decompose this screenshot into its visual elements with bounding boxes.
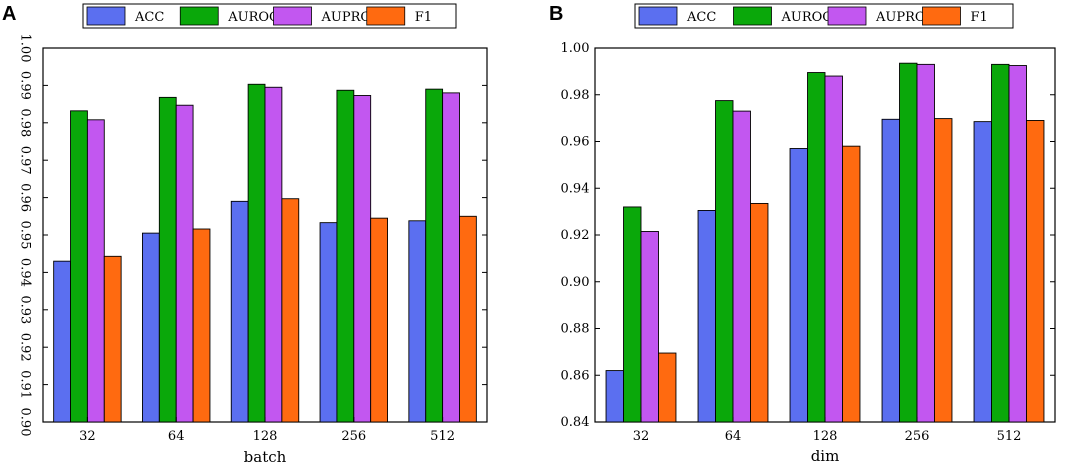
bar-f1-32 [103,255,122,423]
bar-auroc-256 [336,89,355,423]
bar-acc-32 [53,260,71,423]
y-tick-label: 0.88 [561,322,590,337]
bar-auprc-512 [1008,65,1027,423]
bar-acc-64 [142,232,160,423]
legend-swatch-auroc [733,6,772,26]
y-tick-label: 0.84 [561,415,590,430]
y-tick-label: 0.92 [18,333,33,362]
bar-f1-128 [281,198,300,423]
bar-acc-512 [973,121,992,423]
legend-swatch-auprc [273,6,312,26]
y-tick-label: 0.86 [561,368,590,383]
bar-auprc-64 [175,104,194,423]
bar-f1-128 [842,145,861,423]
legend-label-acc: ACC [686,10,716,25]
panel-letter: B [549,3,563,25]
x-tick-label: 128 [813,429,838,444]
bar-f1-64 [192,228,211,423]
legend-swatch-acc [638,6,678,26]
y-tick-label: 0.98 [18,108,33,137]
bar-f1-64 [750,202,769,423]
y-tick-label: 0.90 [18,408,33,437]
legend-swatch-acc [86,6,126,26]
y-tick-label: 0.95 [18,221,33,250]
x-tick-label: 512 [997,429,1022,444]
bar-acc-32 [605,370,624,423]
bar-auroc-256 [899,62,918,423]
bar-auprc-128 [264,86,283,423]
y-tick-label: 0.90 [561,275,590,290]
legend-swatch-f1 [922,6,961,26]
bar-auprc-128 [824,75,843,423]
bar-auroc-32 [70,110,88,423]
bar-auprc-32 [86,119,105,423]
bar-acc-128 [789,148,808,423]
x-tick-label: 64 [168,429,185,444]
bar-auroc-512 [991,63,1010,423]
bar-auprc-512 [442,92,460,423]
bar-f1-32 [658,352,677,423]
legend-swatch-auprc [827,6,867,26]
bar-auroc-64 [158,96,177,423]
x-tick-label: 64 [725,429,742,444]
bar-auprc-256 [916,63,935,423]
legend-label-auroc: AUROC [227,10,279,25]
legend-swatch-f1 [366,6,406,26]
x-tick-label: 128 [253,429,278,444]
x-axis-label: batch [244,448,287,466]
bar-auroc-32 [623,206,642,423]
bar-f1-512 [459,215,477,423]
legend-label-auprc: AUPRC [875,10,925,25]
x-tick-label: 256 [341,429,366,444]
x-tick-label: 256 [905,429,930,444]
bar-auprc-32 [640,231,659,423]
bar-acc-512 [408,220,427,423]
bar-acc-128 [230,200,249,423]
legend-swatch-auroc [179,6,219,26]
legend-label-f1: F1 [971,10,988,25]
legend-label-acc: ACC [134,10,164,25]
bar-acc-64 [697,210,716,423]
x-tick-label: 512 [430,429,455,444]
y-tick-label: 0.91 [18,370,33,399]
y-tick-label: 1.00 [561,41,590,56]
x-axis-label: dim [811,447,840,465]
y-tick-label: 0.92 [561,228,590,243]
bar-auroc-128 [247,83,266,423]
legend-label-auprc: AUPRC [321,10,371,25]
y-tick-label: 0.99 [18,71,33,100]
bar-auprc-256 [353,95,372,423]
x-tick-label: 32 [79,429,96,444]
panel-a: A 0.90 0.91 0.92 0.93 0.94 0.95 0.96 0.97 0.98 0.9… [2,3,488,466]
y-tick-label: 0.94 [561,181,590,196]
y-tick-label: 0.98 [561,88,590,103]
x-tick-label: 32 [633,429,650,444]
panel-letter: A [2,3,16,25]
panel-b: B 0.84 0.86 0.88 0.90 0.92 0.94 0.96 0.98 1.00 32 6… [549,3,1056,465]
y-tick-label: 0.96 [561,135,590,150]
bar-f1-256 [370,217,388,423]
legend-label-f1: F1 [415,10,432,25]
y-tick-label: 0.97 [18,146,33,175]
bar-auprc-64 [732,110,751,423]
bar-auroc-64 [715,100,734,423]
bar-acc-256 [881,118,900,423]
y-tick-label: 0.96 [18,183,33,212]
bar-f1-256 [934,118,953,423]
y-tick-label: 0.93 [18,295,33,324]
y-tick-label: 0.94 [18,258,33,287]
bar-auroc-128 [807,72,826,423]
y-tick-label: 1.00 [18,34,33,63]
bar-auroc-512 [425,88,444,423]
legend-label-auroc: AUROC [781,10,833,25]
bar-f1-512 [1026,120,1045,423]
bar-acc-256 [319,222,338,423]
